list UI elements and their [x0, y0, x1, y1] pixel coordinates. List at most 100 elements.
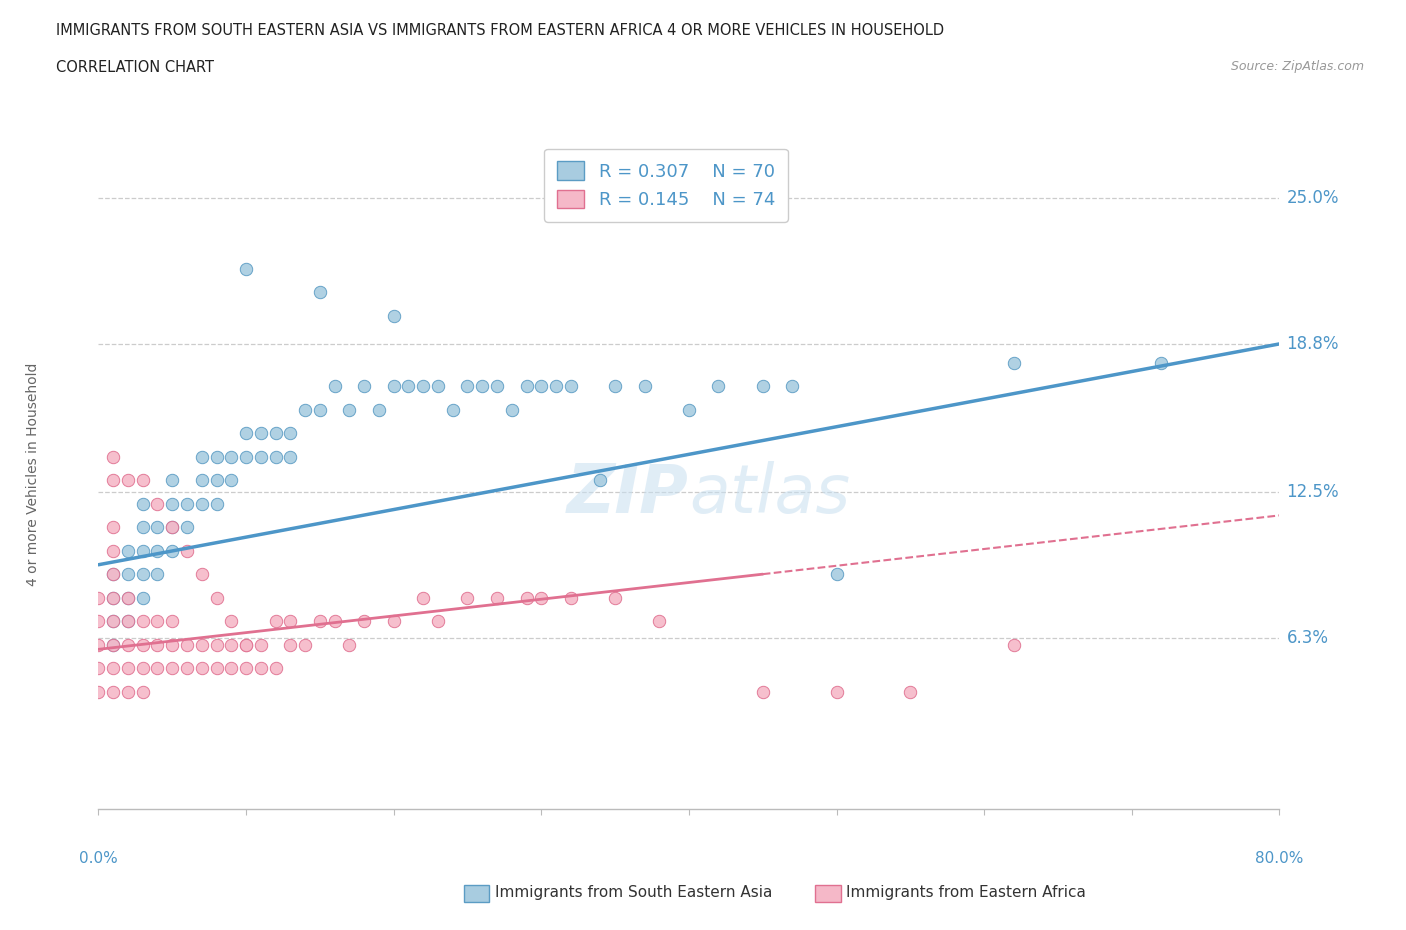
Point: [441, 403, 464, 418]
Point: [146, 566, 169, 581]
Point: [103, 472, 125, 487]
Text: 6.3%: 6.3%: [1286, 629, 1329, 646]
Point: [235, 449, 257, 464]
Point: [117, 614, 139, 629]
Point: [427, 379, 450, 393]
Point: [117, 614, 139, 629]
Point: [368, 403, 391, 418]
Point: [103, 637, 125, 652]
Point: [751, 379, 773, 393]
Point: [294, 637, 316, 652]
Point: [103, 543, 125, 558]
Point: [250, 449, 273, 464]
Point: [278, 426, 302, 441]
Point: [309, 285, 332, 299]
Text: 4 or more Vehicles in Household: 4 or more Vehicles in Household: [27, 363, 41, 586]
Point: [117, 543, 139, 558]
Point: [205, 637, 228, 652]
Point: [132, 614, 155, 629]
Point: [589, 472, 612, 487]
Point: [146, 497, 169, 512]
Point: [678, 403, 700, 418]
Text: 0.0%: 0.0%: [79, 851, 118, 866]
Point: [176, 497, 198, 512]
Point: [250, 637, 273, 652]
Point: [117, 566, 139, 581]
Point: [162, 614, 183, 629]
Point: [264, 426, 287, 441]
Point: [117, 637, 139, 652]
Point: [191, 449, 214, 464]
Point: [103, 591, 125, 605]
Point: [235, 660, 257, 675]
Point: [132, 543, 155, 558]
Point: [250, 660, 273, 675]
Text: Source: ZipAtlas.com: Source: ZipAtlas.com: [1230, 60, 1364, 73]
Point: [605, 591, 627, 605]
Point: [132, 637, 155, 652]
Point: [309, 403, 332, 418]
Point: [456, 379, 478, 393]
Point: [132, 497, 155, 512]
Point: [176, 637, 198, 652]
Point: [219, 472, 242, 487]
Point: [87, 637, 110, 652]
Point: [219, 637, 242, 652]
Point: [103, 614, 125, 629]
Text: IMMIGRANTS FROM SOUTH EASTERN ASIA VS IMMIGRANTS FROM EASTERN AFRICA 4 OR MORE V: IMMIGRANTS FROM SOUTH EASTERN ASIA VS IM…: [56, 23, 945, 38]
Point: [382, 308, 405, 323]
Point: [117, 591, 139, 605]
Point: [427, 614, 450, 629]
Point: [353, 379, 375, 393]
Point: [117, 684, 139, 699]
Point: [1002, 637, 1025, 652]
Point: [396, 379, 419, 393]
Point: [515, 591, 537, 605]
Text: 25.0%: 25.0%: [1286, 189, 1339, 207]
Point: [103, 684, 125, 699]
Point: [103, 566, 125, 581]
Point: [456, 591, 478, 605]
Point: [162, 543, 183, 558]
Point: [219, 614, 242, 629]
Point: [264, 660, 287, 675]
Point: [87, 591, 110, 605]
Point: [205, 449, 228, 464]
Point: [530, 591, 553, 605]
Point: [382, 379, 405, 393]
Point: [146, 660, 169, 675]
Point: [103, 449, 125, 464]
Point: [486, 379, 509, 393]
Point: [707, 379, 730, 393]
Point: [471, 379, 494, 393]
Text: ZIP: ZIP: [567, 461, 689, 527]
Point: [103, 660, 125, 675]
Point: [235, 426, 257, 441]
Point: [162, 472, 183, 487]
Point: [264, 449, 287, 464]
Point: [103, 566, 125, 581]
Point: [219, 449, 242, 464]
Point: [633, 379, 655, 393]
Point: [162, 520, 183, 535]
Text: CORRELATION CHART: CORRELATION CHART: [56, 60, 214, 75]
Text: atlas: atlas: [689, 461, 851, 527]
Point: [486, 591, 509, 605]
Point: [1002, 355, 1025, 370]
Point: [751, 684, 773, 699]
Point: [1150, 355, 1173, 370]
Point: [782, 379, 804, 393]
Point: [191, 497, 214, 512]
Point: [87, 614, 110, 629]
Point: [205, 472, 228, 487]
Point: [146, 520, 169, 535]
Point: [132, 591, 155, 605]
Point: [323, 379, 346, 393]
Point: [205, 591, 228, 605]
Point: [235, 637, 257, 652]
Point: [103, 614, 125, 629]
Point: [132, 472, 155, 487]
Point: [544, 379, 567, 393]
Point: [353, 614, 375, 629]
Point: [103, 637, 125, 652]
